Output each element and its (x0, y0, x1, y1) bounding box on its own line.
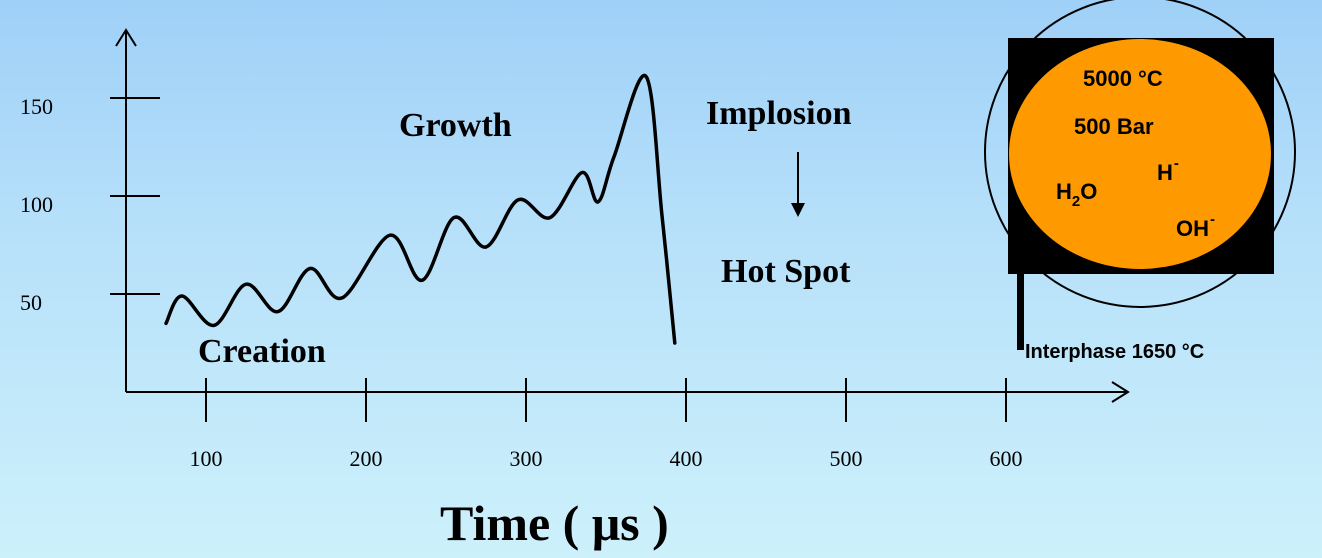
x-axis-arrow (1111, 381, 1130, 403)
interphase-leader-line (1017, 274, 1024, 350)
water-subscript: 2 (1072, 193, 1080, 210)
bubble-hydroxide: OH- (1176, 211, 1215, 241)
x-tick-label: 400 (670, 446, 703, 471)
bubble-pressure: 500 Bar (1074, 114, 1154, 139)
bubble-core (1009, 39, 1271, 269)
x-tick-label: 600 (990, 446, 1023, 471)
axes (115, 28, 1130, 403)
bubble-hydride: H- (1157, 155, 1179, 185)
hydride-charge: - (1174, 155, 1179, 172)
x-tick-label: 200 (350, 446, 383, 471)
y-tick-label: 150 (20, 94, 53, 119)
axis-ticks: 100 200 300 400 500 600 50 100 150 (20, 94, 1023, 471)
interphase-circle (984, 0, 1296, 308)
bubble-radius-curve (164, 73, 677, 345)
stage-label-growth: Growth (399, 107, 512, 144)
x-tick-label: 100 (190, 446, 223, 471)
y-tick-label: 100 (20, 192, 53, 217)
bubble-diagram: 5000 °C 500 Bar H- H2O OH- Interphase 16… (984, 0, 1296, 363)
stage-label-creation: Creation (198, 333, 326, 370)
bubble-temperature: 5000 °C (1083, 66, 1163, 91)
x-axis-title: Time ( μs ) (440, 495, 669, 551)
y-axis-arrow (115, 28, 137, 47)
bubble-water: H2O (1056, 179, 1097, 210)
y-tick-label: 50 (20, 290, 42, 315)
x-tick-label: 300 (510, 446, 543, 471)
stage-label-implosion: Implosion (706, 95, 852, 132)
interphase-label: Interphase 1650 °C (1025, 341, 1204, 363)
hydroxide-symbol: OH (1176, 216, 1209, 241)
water-o: O (1080, 179, 1097, 204)
water-h: H (1056, 179, 1072, 204)
hydroxide-charge: - (1210, 211, 1215, 228)
stage-label-hot-spot: Hot Spot (721, 253, 851, 290)
x-tick-label: 500 (830, 446, 863, 471)
hydride-symbol: H (1157, 160, 1173, 185)
down-arrow-icon (791, 152, 805, 217)
